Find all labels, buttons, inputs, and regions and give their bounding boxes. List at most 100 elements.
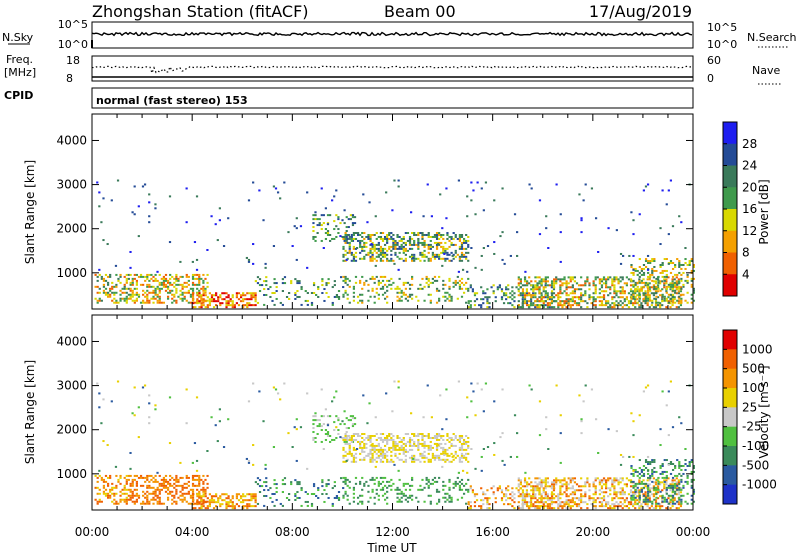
velocity-cell [279,502,282,505]
power-cell [563,282,566,285]
velocity-cell [433,442,437,445]
power-cell [390,232,393,234]
velocity-cell [231,501,234,504]
velocity-cell [656,491,660,494]
power-cell [386,237,389,240]
velocity-cell [446,454,449,457]
power-cell [396,255,399,258]
power-cell [131,279,134,282]
power-cell [173,281,176,284]
power-cell [615,294,618,297]
velocity-cell [515,487,518,490]
velocity-cell [474,414,477,417]
power-cell [365,241,368,244]
velocity-cell [567,503,570,506]
power-cell [442,279,445,282]
velocity-cell [98,406,101,409]
velocity-cell [517,495,520,498]
power-cell [544,294,547,297]
power-cell [627,292,631,295]
velocity-cell [250,499,253,502]
power-cell [109,287,112,290]
power-cell [486,288,489,291]
power-cell [208,292,211,295]
power-cell [231,294,234,297]
power-cell [148,193,151,196]
power-cell [246,306,249,309]
power-cell [290,280,293,283]
velocity-cell [507,489,510,492]
velocity-cell [600,491,604,494]
velocity-cell [404,444,407,447]
velocity-cell [644,482,648,485]
velocity-cell [127,494,130,497]
power-cell [363,257,366,260]
power-cell [154,297,157,300]
velocity-cell [156,502,159,505]
power-cell [252,292,255,295]
power-cell [379,247,383,250]
power-cell [684,262,687,264]
velocity-cell [164,484,168,487]
power-cell [652,294,656,297]
power-ylabel: Slant Range [km] [23,160,37,264]
power-cell [446,232,449,234]
velocity-cell [582,501,585,504]
power-cell [561,304,564,307]
power-cell [678,297,681,300]
power-cell [458,285,462,288]
power-cell [571,278,574,281]
velocity-cell [198,495,201,498]
velocity-cell [185,476,188,479]
velocity-cell [678,463,681,465]
velocity-cell [523,497,527,500]
velocity-cell [374,465,377,468]
velocity-cell [411,433,414,435]
power-cell [521,290,525,293]
power-cell [133,293,136,296]
velocity-cell [263,481,266,484]
velocity-cell [204,490,207,493]
power-cell [678,262,681,264]
velocity-cell [264,463,267,466]
velocity-cell [404,442,407,445]
velocity-cell [421,433,424,435]
power-cell [356,234,360,236]
velocity-cell [663,459,666,462]
velocity-cell [265,495,268,497]
velocity-cell [191,476,195,479]
power-cell [346,234,349,236]
velocity-cell [688,461,691,464]
velocity-cell [325,485,328,488]
velocity-cell [152,496,155,499]
velocity-cell [563,483,566,486]
velocity-cell [166,480,170,483]
power-cell [179,275,182,278]
power-cell [502,292,506,295]
power-cell [342,255,345,258]
velocity-cell [355,448,359,450]
velocity-cell [356,435,360,437]
velocity-cell [528,384,531,387]
power-cell [548,284,552,287]
power-cell [674,291,677,294]
velocity-cell [361,436,364,439]
power-cell [671,289,675,292]
power-cell [629,302,633,305]
power-cell [354,237,358,240]
power-cell [135,293,138,296]
power-cell [540,278,543,281]
velocity-cell [438,458,441,461]
power-cell [250,294,253,297]
velocity-cell [342,456,345,459]
power-cell [156,285,159,288]
power-cell [526,304,529,307]
power-cell [343,209,346,212]
velocity-cell [686,476,689,479]
velocity-cell [577,485,581,488]
power-cell [561,284,564,287]
power-cell [175,299,178,302]
power-cell [546,280,550,283]
velocity-cell [398,498,401,501]
power-cell [392,259,395,262]
